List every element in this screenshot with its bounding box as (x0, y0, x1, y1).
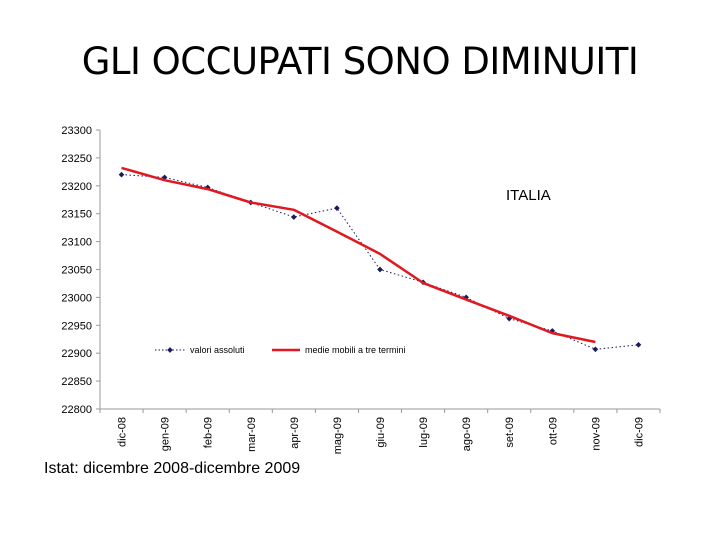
y-tick-label-23300: 23300 (61, 125, 92, 137)
x-tick-label-giu-09: giu-09 (375, 417, 387, 448)
x-axis-ticks: dic-08 gen-09 feb-09 mar-09 apr-09 mag-09 giu-… (99, 409, 661, 454)
legend-label-medie-mobili: medie mobili a tre termini (305, 345, 406, 355)
y-tick-label-22800: 22800 (61, 404, 92, 416)
data-point-valori-assoluti-dic-09 (635, 341, 642, 348)
legend-marker-valori-assoluti (167, 347, 173, 353)
data-point-valori-assoluti-apr-09 (290, 214, 297, 220)
x-tick-label-gen-09: gen-09 (160, 417, 172, 451)
x-tick-label-ago-09: ago-09 (461, 417, 473, 451)
x-tick-label-apr-09: apr-09 (289, 417, 301, 449)
chart-series (118, 166, 642, 353)
data-point-valori-assoluti-giu-09 (377, 266, 383, 273)
x-tick-label-dic-08: dic-08 (117, 417, 129, 447)
data-point-valori-assoluti-dic-08 (118, 171, 125, 178)
data-point-valori-assoluti-nov-09 (592, 346, 599, 353)
page-title: GLI OCCUPATI SONO DIMINUITI (81, 40, 639, 83)
y-axis-ticks: 23300 23250 23200 23150 23100 23050 23000 22950… (61, 125, 100, 416)
y-tick-label-23150: 23150 (61, 209, 92, 221)
source-note: Istat: dicembre 2008-dicembre 2009 (44, 460, 301, 477)
chart-annotation-italia: ITALIA (506, 187, 551, 204)
x-tick-label-mag-09: mag-09 (332, 417, 344, 454)
y-tick-label-22900: 22900 (61, 348, 92, 360)
x-tick-label-lug-09: lug-09 (418, 417, 430, 448)
x-tick-label-dic-09: dic-09 (633, 417, 645, 447)
x-tick-label-nov-09: nov-09 (590, 417, 602, 451)
y-tick-label-23000: 23000 (61, 292, 92, 304)
chart-legend: valori assoluti medie mobili a tre termi… (155, 345, 406, 355)
x-tick-label-set-09: set-09 (504, 417, 516, 448)
series-line-medie-mobili-a-tre-termini (121, 166, 596, 344)
y-tick-label-22850: 22850 (61, 376, 92, 388)
y-tick-label-23050: 23050 (61, 265, 92, 277)
legend-label-valori-assoluti: valori assoluti (190, 345, 245, 355)
y-tick-label-23200: 23200 (61, 181, 92, 193)
y-tick-label-22950: 22950 (61, 320, 92, 332)
x-tick-label-mar-09: mar-09 (246, 417, 258, 452)
y-tick-label-23100: 23100 (61, 237, 92, 249)
series-line-valori-assoluti (121, 174, 639, 350)
x-tick-label-ott-09: ott-09 (547, 417, 559, 445)
y-tick-label-23250: 23250 (61, 153, 92, 165)
data-point-valori-assoluti-mag-09 (334, 205, 340, 211)
x-tick-label-feb-09: feb-09 (203, 417, 215, 448)
